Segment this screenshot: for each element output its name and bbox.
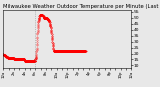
Text: Milwaukee Weather Outdoor Temperature per Minute (Last 24 Hours): Milwaukee Weather Outdoor Temperature pe… [3, 4, 160, 9]
